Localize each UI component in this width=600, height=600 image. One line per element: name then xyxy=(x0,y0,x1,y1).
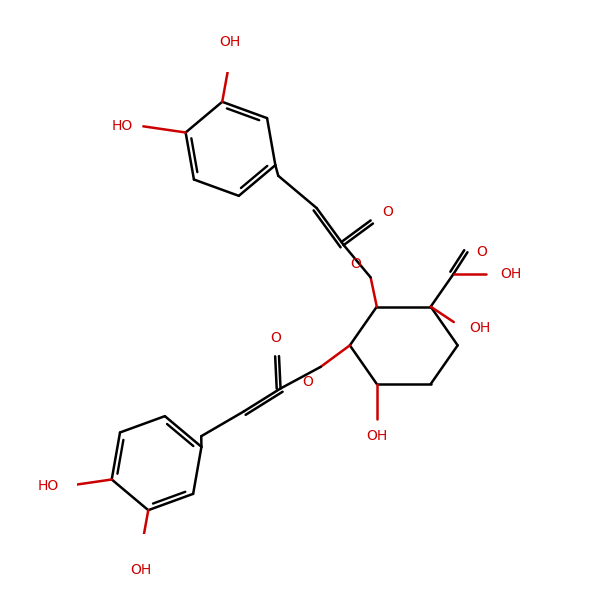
Text: OH: OH xyxy=(219,35,241,49)
Text: O: O xyxy=(271,331,281,346)
Text: O: O xyxy=(382,205,393,219)
Text: OH: OH xyxy=(500,267,521,281)
Text: O: O xyxy=(302,374,313,389)
Text: HO: HO xyxy=(37,479,59,493)
Text: OH: OH xyxy=(366,430,388,443)
Text: HO: HO xyxy=(111,119,133,133)
Text: OH: OH xyxy=(469,321,490,335)
Text: O: O xyxy=(350,257,361,271)
Text: OH: OH xyxy=(130,563,151,577)
Text: O: O xyxy=(476,245,488,259)
